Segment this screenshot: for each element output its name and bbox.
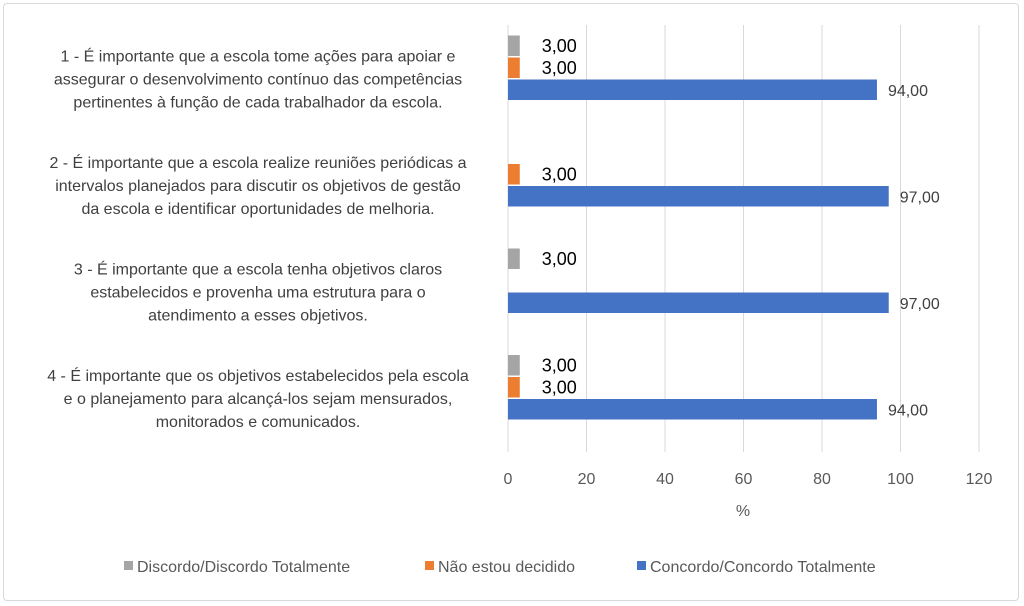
data-label: 94,00 — [888, 83, 928, 100]
category-label: 2 - É importante que a escola realize re… — [49, 153, 466, 172]
data-label: 3,00 — [542, 377, 577, 397]
category-label: estabelecidos e provenha uma estrutura p… — [90, 284, 425, 301]
category-label: monitorados e comunicados. — [156, 414, 361, 431]
bar-0-1 — [508, 57, 520, 78]
legend-swatch — [124, 561, 133, 570]
category-label: e o planejamento para alcançá-los sejam … — [64, 391, 453, 408]
bar-1-1 — [508, 164, 520, 185]
data-label: 97,00 — [900, 189, 940, 206]
data-label: 97,00 — [900, 296, 940, 313]
category-label: 4 - É importante que os objetivos estabe… — [47, 366, 469, 385]
x-tick-label: 40 — [656, 471, 674, 488]
bar-3-2 — [508, 399, 877, 420]
x-axis-label: % — [736, 503, 750, 520]
category-label: 3 - É importante que a escola tenha obje… — [74, 259, 442, 278]
x-tick-label: 20 — [578, 471, 596, 488]
category-label: 1 - É importante que a escola tome ações… — [61, 46, 456, 65]
data-label: 3,00 — [542, 355, 577, 375]
data-label: 3,00 — [542, 164, 577, 184]
bar-2-2 — [508, 292, 889, 313]
x-tick-label: 120 — [966, 471, 993, 488]
bar-2-0 — [508, 248, 520, 269]
legend-item: Concordo/Concordo Totalmente — [650, 559, 876, 576]
bar-0-0 — [508, 35, 520, 56]
category-label: da escola e identificar oportunidades de… — [81, 201, 434, 218]
x-tick-label: 100 — [887, 471, 914, 488]
x-tick-label: 60 — [735, 471, 753, 488]
data-label: 94,00 — [888, 402, 928, 419]
bar-3-1 — [508, 377, 520, 398]
data-label: 3,00 — [542, 249, 577, 269]
category-label: pertinentes à função de cada trabalhador… — [73, 94, 442, 111]
legend-swatch — [425, 561, 434, 570]
bar-3-0 — [508, 355, 520, 376]
data-label: 3,00 — [542, 36, 577, 56]
data-label: 3,00 — [542, 58, 577, 78]
category-label: intervalos planejados para discutir os o… — [55, 178, 461, 195]
bar-1-2 — [508, 186, 889, 207]
category-label: assegurar o desenvolvimento contínuo das… — [54, 71, 462, 88]
bar-0-2 — [508, 79, 877, 100]
x-tick-label: 80 — [813, 471, 831, 488]
legend-item: Não estou decidido — [438, 559, 575, 576]
legend-swatch — [637, 561, 646, 570]
x-tick-label: 0 — [504, 471, 513, 488]
category-label: atendimento a esses objetivos. — [148, 307, 368, 324]
chart-frame — [3, 3, 1019, 601]
legend-item: Discordo/Discordo Totalmente — [137, 559, 350, 576]
